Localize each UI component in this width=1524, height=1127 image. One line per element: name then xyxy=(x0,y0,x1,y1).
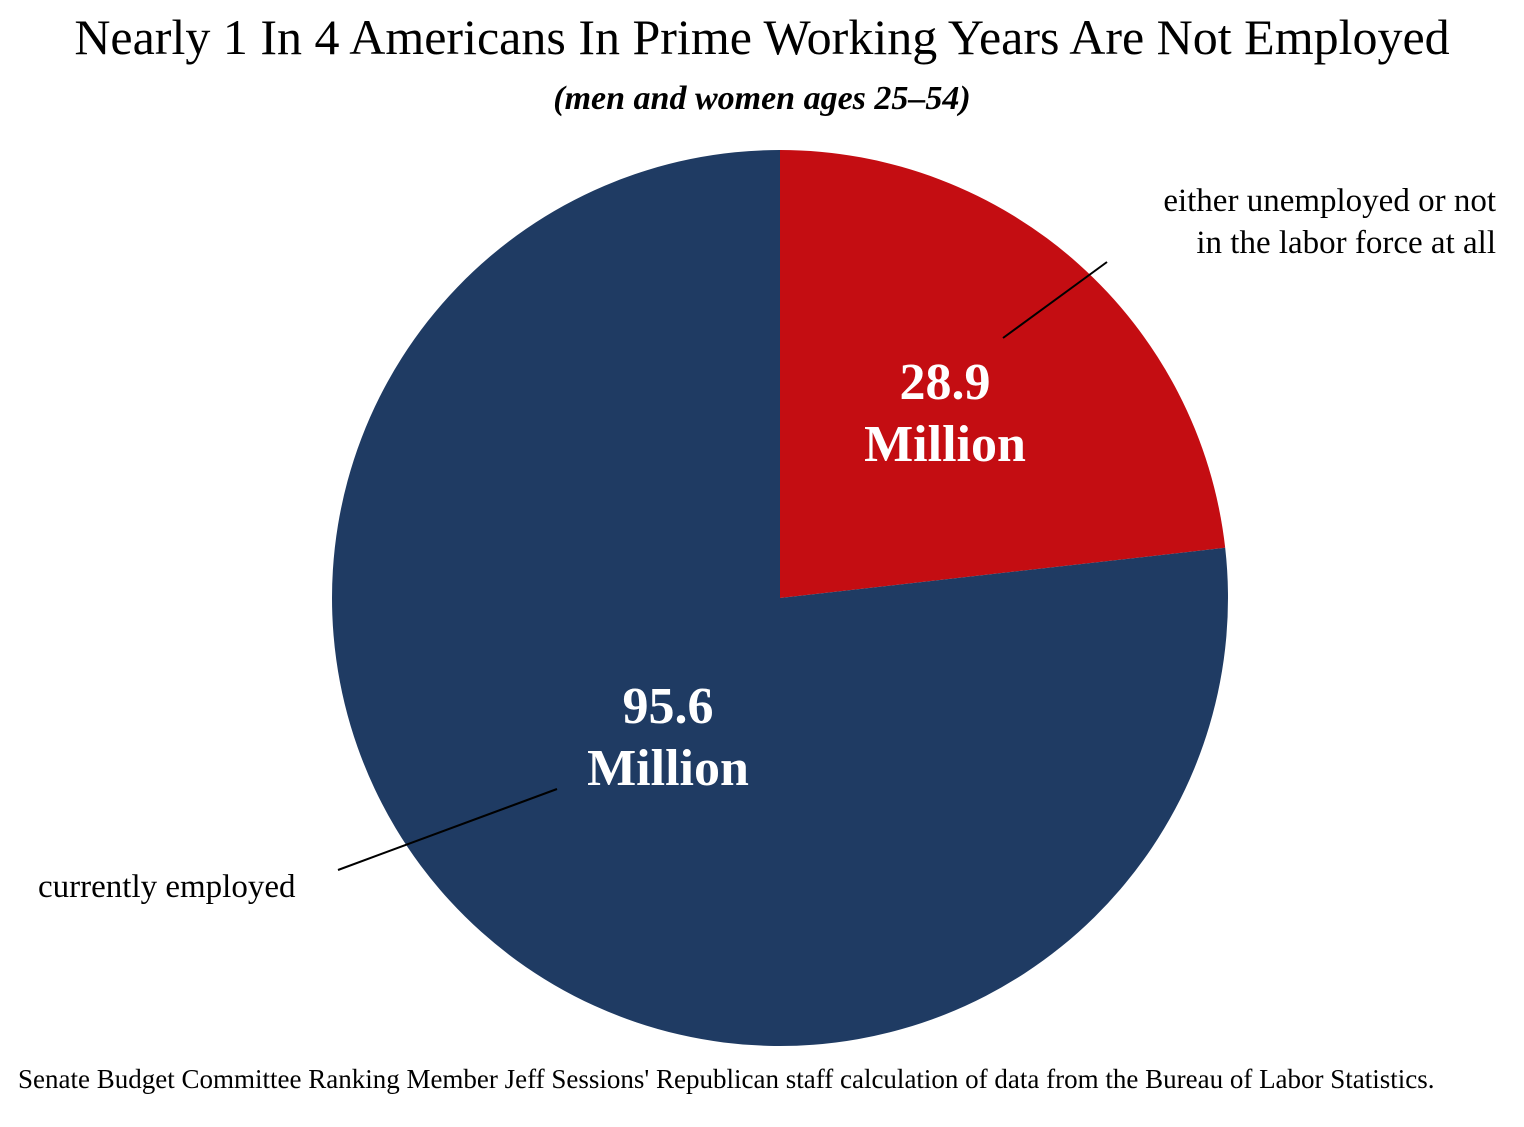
source-note: Senate Budget Committee Ranking Member J… xyxy=(18,1064,1435,1094)
slice-unit-unemployed: Million xyxy=(864,416,1026,473)
pie-slice-1 xyxy=(332,150,1229,1046)
slice-label-unemployed: 28.9 Million xyxy=(805,352,1085,476)
chart-subtitle: (men and women ages 25–54) xyxy=(553,80,971,117)
chart-title: Nearly 1 In 4 Americans In Prime Working… xyxy=(74,9,1450,65)
callout-line-1 xyxy=(337,788,558,871)
callout-line-0 xyxy=(1002,261,1108,339)
slice-value-employed: 95.6 xyxy=(622,678,714,735)
callout-unemployed-line1: either unemployed or not xyxy=(1163,183,1496,219)
pie-slice-0 xyxy=(780,150,1226,598)
callout-employed: currently employed xyxy=(38,869,296,905)
slice-unit-employed: Million xyxy=(587,740,749,797)
callout-unemployed: either unemployed or not in the labor fo… xyxy=(1163,180,1496,264)
slice-value-unemployed: 28.9 xyxy=(899,354,991,411)
slice-label-employed: 95.6 Million xyxy=(528,676,808,800)
callout-unemployed-line2: in the labor force at all xyxy=(1196,225,1496,261)
